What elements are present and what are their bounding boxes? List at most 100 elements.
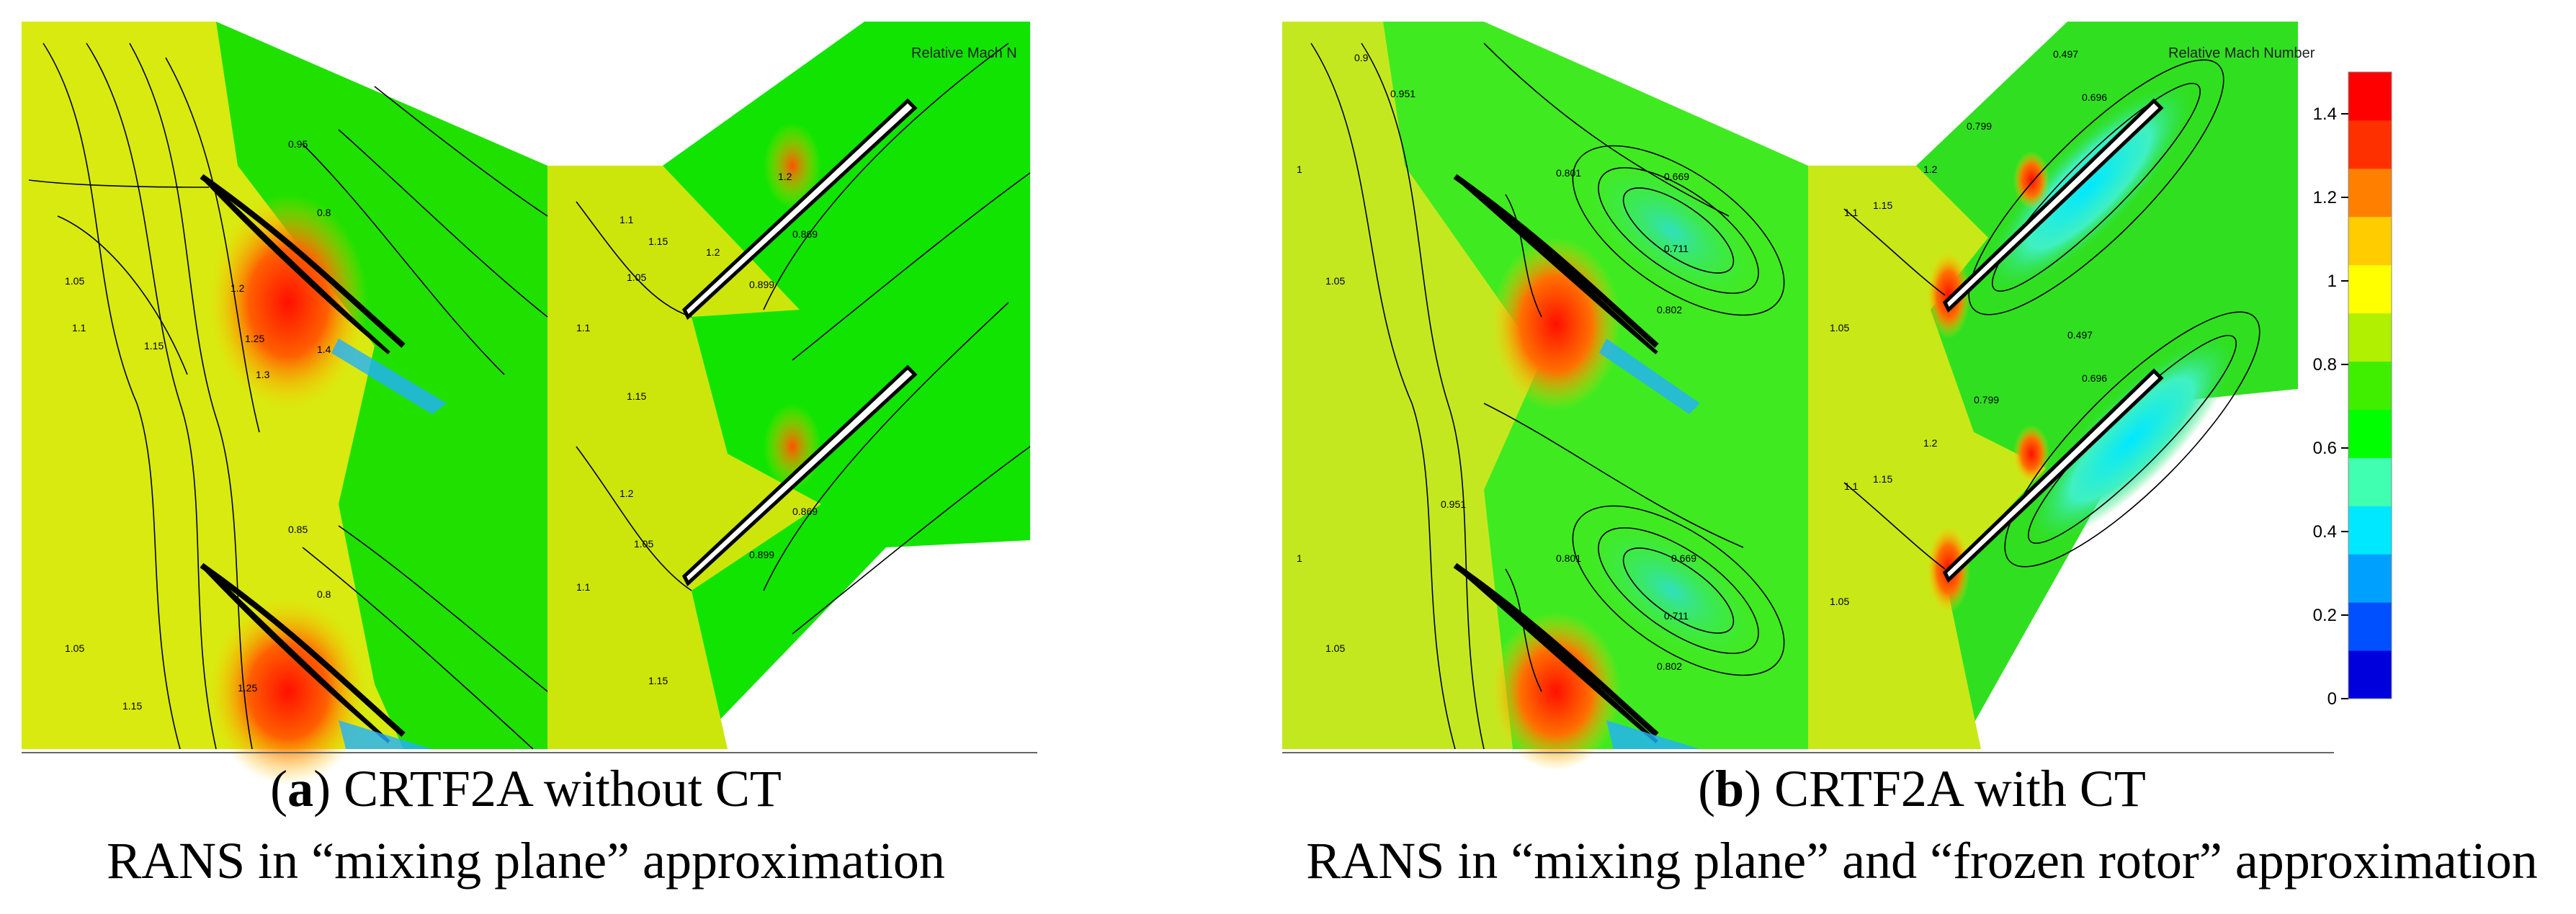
contour-label: 1.2 — [231, 282, 245, 294]
panel-a: 1.05 1.1 1.15 1.2 1.25 1.3 1.4 0.8 0.95 … — [0, 0, 1052, 914]
colorbar-segment — [2348, 554, 2392, 603]
contour-label: 1.2 — [1923, 163, 1938, 175]
contour-label: 0.497 — [2053, 48, 2078, 60]
contour-label: 1.15 — [122, 700, 142, 712]
contour-label: 1.1 — [576, 581, 591, 593]
contour-lines — [28, 42, 1031, 750]
contour-label: 0.669 — [1664, 171, 1689, 182]
contour-label: 1.25 — [238, 682, 257, 694]
contour-label: 1.05 — [1830, 596, 1849, 607]
panel-b: 1 1.05 0.951 0.9 0.801 0.669 0.711 0.802… — [1268, 0, 2576, 914]
colorbar-segment — [2348, 506, 2392, 555]
rotor-hot-upper — [1927, 252, 1970, 339]
stator-blades — [1453, 174, 1659, 743]
contour-label: 0.801 — [1556, 167, 1581, 179]
cyan-zone-upper — [1987, 86, 2191, 289]
colorbar-tick-label: 1.4 — [2313, 104, 2337, 124]
contour-label: 1.15 — [627, 390, 646, 402]
contour-label: 0.696 — [2082, 372, 2107, 384]
contour-label: 0.85 — [288, 524, 308, 535]
contour-label: 1 — [1297, 163, 1302, 175]
rotor-hot-tip-upper — [2013, 151, 2049, 209]
rotor-blades — [1942, 98, 2164, 583]
wake-lower — [339, 720, 432, 749]
contour-label: 0.497 — [2067, 329, 2093, 341]
contour-label: 0.951 — [1390, 88, 1416, 99]
contour-label: 0.899 — [749, 279, 774, 290]
stator-yellow-zone — [22, 22, 403, 749]
wake-upper — [331, 339, 447, 414]
rotor-hot-tip-lower — [2013, 425, 2049, 483]
rotor-hot-upper — [764, 122, 821, 209]
colorbar-tick-label: 0.4 — [2313, 522, 2337, 542]
contour-label: 1.15 — [648, 675, 668, 686]
contour-label: 1.05 — [65, 642, 84, 654]
contour-label: 1.1 — [1844, 207, 1859, 218]
colorbar-segment — [2348, 72, 2392, 121]
low-mach-lower — [1583, 519, 1759, 662]
contour-label: 1.05 — [634, 538, 653, 550]
contour-label: 0.799 — [1967, 120, 1992, 132]
contour-label: 1.15 — [144, 340, 164, 351]
colorbar-segment — [2348, 457, 2392, 506]
contour-label: 1.1 — [576, 322, 591, 333]
shock-region-upper — [209, 194, 367, 411]
colorbar-tick-label: 1.2 — [2313, 188, 2337, 207]
contour-label: 1.2 — [778, 171, 792, 182]
colorbar-segment — [2348, 313, 2392, 362]
colorbar-segment — [2348, 602, 2392, 651]
cyan-zone-lower — [2031, 338, 2234, 541]
contour-label: 1.1 — [72, 322, 86, 333]
contour-label: 0.801 — [1556, 552, 1581, 564]
colorbar-frame — [2348, 71, 2392, 699]
contour-label: 1.4 — [317, 344, 331, 355]
contour-label: 1.25 — [245, 333, 264, 344]
contour-label: 0.869 — [792, 228, 818, 240]
colorbar-tick-label: 0.6 — [2313, 439, 2337, 458]
caption-b-letter: b — [1715, 760, 1745, 817]
contour-label: 0.899 — [749, 549, 774, 560]
contour-label-group: 1 1.05 0.951 0.9 0.801 0.669 0.711 0.802… — [1297, 48, 2107, 672]
caption-a-letter: a — [287, 760, 314, 817]
wake-lower — [1606, 720, 1700, 749]
wake-upper — [1599, 339, 1700, 414]
colorbar-segment — [2348, 120, 2392, 169]
contour-label: 1.05 — [65, 275, 84, 287]
caption-b-line2: RANS in “mixing plane” and “frozen rotor… — [1306, 832, 2538, 890]
caption-a-line2: RANS in “mixing plane” approximation — [107, 832, 945, 890]
contour-label: 0.9 — [1354, 52, 1369, 63]
contour-label: 1.05 — [627, 272, 646, 283]
contour-label: 1.3 — [256, 369, 270, 380]
colorbar-segment — [2348, 168, 2392, 218]
contour-label: 1.2 — [1923, 437, 1938, 449]
field-label-truncated: Relative Mach N — [911, 45, 1017, 61]
stator-yellow-zone — [1282, 22, 1542, 749]
panel-a-plot: 1.05 1.1 1.15 1.2 1.25 1.3 1.4 0.8 0.95 … — [22, 22, 1037, 785]
caption-b-text: CRTF2A with CT — [1761, 760, 2146, 817]
contour-label: 1.15 — [648, 236, 668, 247]
colorbar-segment — [2348, 216, 2392, 266]
rotor-yellow-zone — [1808, 166, 2046, 749]
colorbar-tick-label: 1 — [2327, 272, 2337, 291]
contour-label: 1.15 — [1873, 200, 1892, 211]
colorbar-segment — [2348, 409, 2392, 458]
contour-label-group: 1.05 1.1 1.15 1.2 1.25 1.3 1.4 0.8 0.95 … — [65, 138, 818, 712]
colorbar-segment — [2348, 361, 2392, 410]
shock-region-lower — [209, 598, 367, 785]
contour-label: 0.799 — [1974, 394, 1999, 406]
contour-label: 1.05 — [1830, 322, 1849, 333]
contour-label: 0.869 — [792, 506, 818, 517]
contour-label: 0.8 — [317, 207, 331, 218]
colorbar-segment — [2348, 264, 2392, 314]
contour-label: 1.1 — [1844, 480, 1859, 492]
contour-label: 1.2 — [706, 246, 720, 258]
contour-label: 0.711 — [1664, 243, 1689, 254]
colorbar-tick-label: 0.8 — [2313, 355, 2337, 375]
rotor-blades — [681, 98, 918, 587]
caption-a-text: CRTF2A without CT — [331, 760, 782, 817]
contour-label: 1.05 — [1325, 275, 1345, 287]
contour-label: 0.8 — [317, 588, 331, 600]
contour-label: 0.696 — [2082, 91, 2107, 103]
contour-label: 1.15 — [1873, 473, 1892, 485]
shock-region-lower — [1491, 612, 1621, 771]
